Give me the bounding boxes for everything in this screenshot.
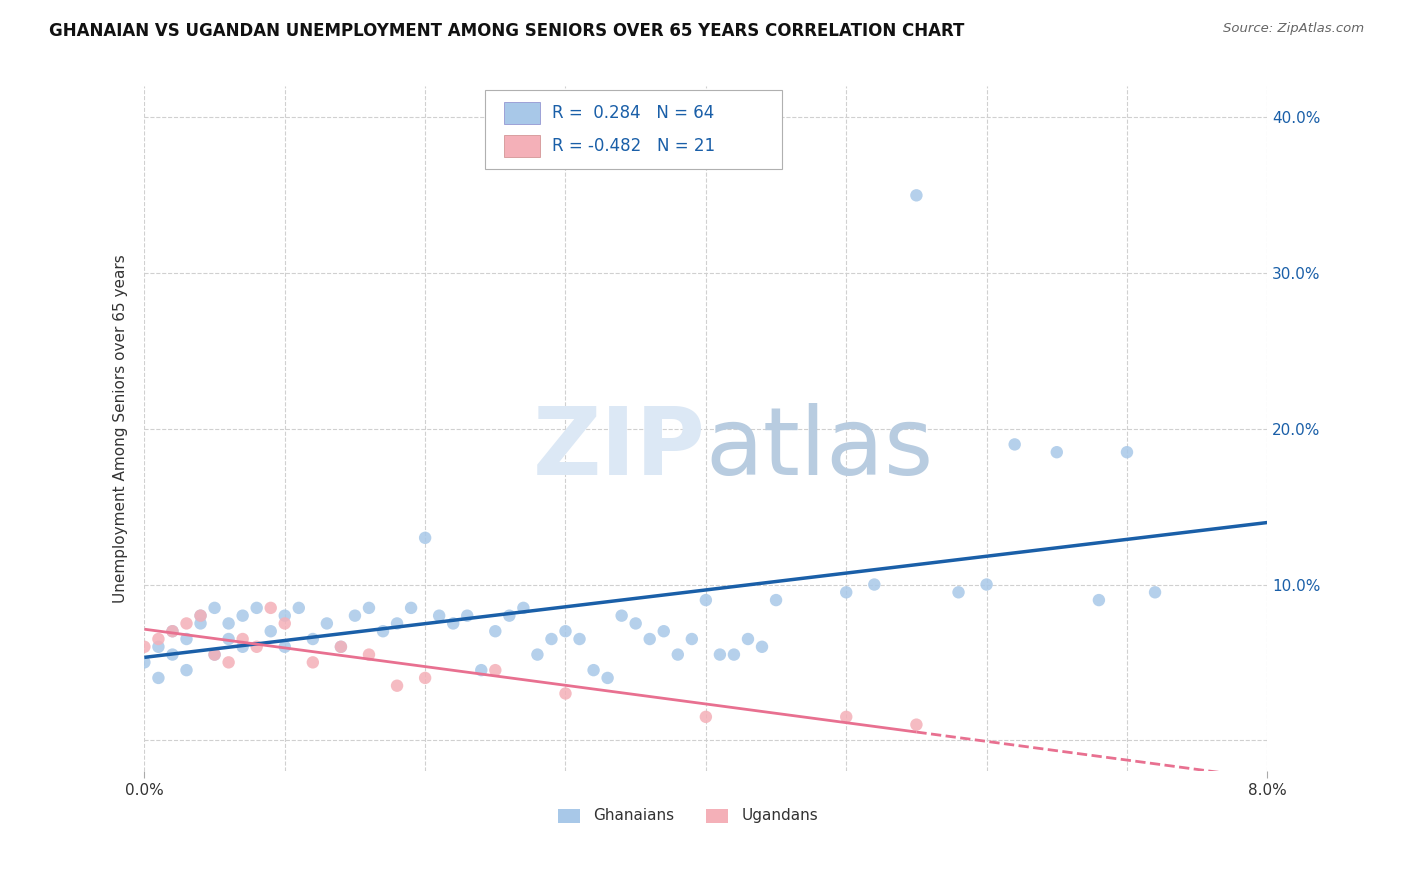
Point: [610, 608, 633, 623]
Point: [413, 531, 436, 545]
Point: [218, 632, 240, 646]
Point: [863, 577, 886, 591]
Point: [484, 663, 506, 677]
Point: [470, 663, 492, 677]
Point: [441, 616, 464, 631]
Point: [148, 671, 170, 685]
Text: Ugandans: Ugandans: [742, 808, 818, 823]
Point: [301, 632, 323, 646]
Point: [554, 624, 576, 639]
Point: [288, 600, 311, 615]
Point: [413, 671, 436, 685]
Point: [484, 624, 506, 639]
Point: [695, 710, 717, 724]
Point: [1004, 437, 1026, 451]
Point: [399, 600, 422, 615]
Point: [176, 663, 198, 677]
Point: [1088, 593, 1111, 607]
Point: [652, 624, 675, 639]
Point: [1046, 445, 1069, 459]
Point: [905, 717, 928, 731]
Point: [134, 656, 156, 670]
Point: [190, 608, 212, 623]
Point: [1144, 585, 1167, 599]
Point: [232, 632, 254, 646]
Point: [274, 608, 297, 623]
Point: [246, 640, 269, 654]
Text: Ghanaians: Ghanaians: [593, 808, 675, 823]
Point: [526, 648, 548, 662]
Point: [246, 600, 269, 615]
Point: [274, 616, 297, 631]
Text: R =  0.284   N = 64: R = 0.284 N = 64: [553, 104, 714, 122]
Point: [540, 632, 562, 646]
Point: [218, 616, 240, 631]
Point: [666, 648, 689, 662]
Point: [232, 640, 254, 654]
Point: [162, 624, 184, 639]
FancyBboxPatch shape: [503, 135, 540, 157]
Point: [582, 663, 605, 677]
Point: [385, 679, 408, 693]
Point: [948, 585, 970, 599]
Point: [512, 600, 534, 615]
Point: [329, 640, 352, 654]
Point: [835, 710, 858, 724]
FancyBboxPatch shape: [485, 90, 782, 169]
Point: [596, 671, 619, 685]
Point: [624, 616, 647, 631]
Text: ZIP: ZIP: [533, 403, 706, 495]
Point: [204, 648, 226, 662]
Point: [232, 608, 254, 623]
Point: [162, 624, 184, 639]
Point: [260, 600, 283, 615]
Point: [176, 616, 198, 631]
Point: [835, 585, 858, 599]
Point: [162, 648, 184, 662]
Text: R = -0.482   N = 21: R = -0.482 N = 21: [553, 137, 716, 155]
Point: [148, 640, 170, 654]
Point: [385, 616, 408, 631]
Point: [357, 648, 380, 662]
Point: [176, 632, 198, 646]
Point: [371, 624, 394, 639]
Point: [1116, 445, 1139, 459]
Point: [190, 616, 212, 631]
Point: [765, 593, 787, 607]
Point: [134, 640, 156, 654]
Y-axis label: Unemployment Among Seniors over 65 years: Unemployment Among Seniors over 65 years: [114, 254, 128, 603]
FancyBboxPatch shape: [503, 102, 540, 124]
Point: [681, 632, 703, 646]
Point: [456, 608, 478, 623]
Point: [190, 608, 212, 623]
Point: [301, 656, 323, 670]
Point: [357, 600, 380, 615]
Point: [568, 632, 591, 646]
Point: [905, 188, 928, 202]
Point: [218, 656, 240, 670]
Point: [709, 648, 731, 662]
Point: [427, 608, 450, 623]
Point: [315, 616, 337, 631]
FancyBboxPatch shape: [558, 809, 581, 822]
Point: [260, 624, 283, 639]
Point: [638, 632, 661, 646]
FancyBboxPatch shape: [706, 809, 728, 822]
Point: [554, 686, 576, 700]
Point: [737, 632, 759, 646]
Text: GHANAIAN VS UGANDAN UNEMPLOYMENT AMONG SENIORS OVER 65 YEARS CORRELATION CHART: GHANAIAN VS UGANDAN UNEMPLOYMENT AMONG S…: [49, 22, 965, 40]
Point: [204, 600, 226, 615]
Point: [204, 648, 226, 662]
Point: [148, 632, 170, 646]
Point: [695, 593, 717, 607]
Point: [329, 640, 352, 654]
Point: [343, 608, 366, 623]
Point: [723, 648, 745, 662]
Point: [976, 577, 998, 591]
Text: atlas: atlas: [706, 403, 934, 495]
Text: Source: ZipAtlas.com: Source: ZipAtlas.com: [1223, 22, 1364, 36]
Point: [751, 640, 773, 654]
Point: [274, 640, 297, 654]
Point: [498, 608, 520, 623]
